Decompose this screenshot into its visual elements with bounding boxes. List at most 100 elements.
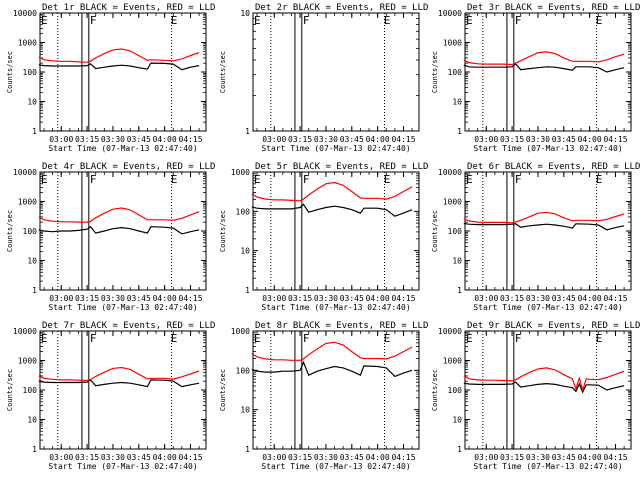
y-tick-label: 1000 xyxy=(231,168,250,177)
event-marker-label: F xyxy=(303,332,310,345)
lld-series-line xyxy=(38,207,200,223)
events-series-line xyxy=(38,379,200,388)
detector-panel: Det 9r BLACK = Events, RED = LLD 1 10 100 10… xyxy=(431,321,640,471)
x-tick-label: 03:00 xyxy=(262,294,286,303)
event-marker-label: E xyxy=(384,332,391,345)
y-tick-label: 10000 xyxy=(13,9,37,18)
detector-panel: Det 1r BLACK = Events, RED = LLD 1 10 100 10… xyxy=(6,3,215,153)
x-axis-label: Start Time (07-Mar-13 02:47:40) xyxy=(261,303,410,312)
panel-title: Det 4r BLACK = Events, RED = LLD xyxy=(42,162,215,172)
lld-series-line xyxy=(463,367,625,393)
y-tick-label: 1 xyxy=(32,286,37,295)
y-tick-label: 1 xyxy=(457,286,462,295)
y-tick-label: 10 xyxy=(452,98,462,107)
x-tick-label: 03:00 xyxy=(49,294,73,303)
x-tick-label: 04:00 xyxy=(366,453,390,462)
x-tick-label: 03:30 xyxy=(101,453,125,462)
y-tick-label: 1 xyxy=(245,445,250,454)
event-marker-label: E xyxy=(254,332,261,345)
y-tick-label: 100 xyxy=(448,68,463,77)
x-tick-label: 04:15 xyxy=(391,453,415,462)
y-tick-label: 1 xyxy=(245,127,250,136)
events-series-line xyxy=(38,225,200,235)
detector-panel: Det 2r BLACK = Events, RED = LLD 1 10 03:00… xyxy=(219,3,428,153)
y-tick-label: 1 xyxy=(457,445,462,454)
x-tick-label: 03:00 xyxy=(262,453,286,462)
lld-series-line xyxy=(251,181,413,202)
event-marker-label: E xyxy=(384,173,391,186)
x-tick-label: 03:15 xyxy=(288,135,312,144)
x-tick-label: 03:30 xyxy=(314,135,338,144)
event-marker-label: F xyxy=(515,332,522,345)
events-series-line xyxy=(463,381,625,394)
y-tick-label: 10 xyxy=(27,257,37,266)
y-tick-label: 1 xyxy=(32,127,37,136)
event-marker-label: E xyxy=(254,14,261,27)
x-tick-label: 04:00 xyxy=(366,135,390,144)
panel-title: Det 9r BLACK = Events, RED = LLD xyxy=(467,321,640,331)
event-marker-label: E xyxy=(466,14,473,27)
x-tick-label: 03:30 xyxy=(526,294,550,303)
x-tick-label: 03:00 xyxy=(474,135,498,144)
x-tick-label: 04:15 xyxy=(603,135,627,144)
x-tick-label: 04:15 xyxy=(178,453,202,462)
plot-frame xyxy=(252,12,420,132)
x-tick-label: 03:15 xyxy=(500,135,524,144)
lld-series-line xyxy=(38,48,200,63)
event-marker-label: E xyxy=(596,14,603,27)
x-tick-label: 03:45 xyxy=(340,294,364,303)
event-marker-label: E xyxy=(596,173,603,186)
y-tick-label: 10000 xyxy=(13,327,37,336)
x-tick-label: 04:00 xyxy=(578,294,602,303)
x-tick-label: 04:15 xyxy=(603,294,627,303)
x-tick-label: 03:30 xyxy=(314,294,338,303)
event-marker-label: E xyxy=(384,14,391,27)
x-tick-label: 03:45 xyxy=(127,453,151,462)
panel-title: Det 3r BLACK = Events, RED = LLD xyxy=(467,3,640,13)
y-tick-label: 10000 xyxy=(438,327,462,336)
y-tick-label: 1000 xyxy=(18,198,37,207)
panel-title: Det 2r BLACK = Events, RED = LLD xyxy=(255,3,428,13)
y-tick-label: 1000 xyxy=(443,39,462,48)
x-tick-label: 03:15 xyxy=(75,135,99,144)
x-tick-label: 03:00 xyxy=(474,294,498,303)
x-tick-label: 03:00 xyxy=(262,135,286,144)
detector-panel: Det 7r BLACK = Events, RED = LLD 1 10 100 10… xyxy=(6,321,215,471)
event-marker-label: E xyxy=(596,332,603,345)
x-tick-label: 03:45 xyxy=(552,453,576,462)
y-tick-label: 10000 xyxy=(438,168,462,177)
x-tick-label: 03:45 xyxy=(552,294,576,303)
x-tick-label: 03:15 xyxy=(288,453,312,462)
event-marker-label: E xyxy=(171,332,178,345)
x-axis-label: Start Time (07-Mar-13 02:47:40) xyxy=(473,303,622,312)
x-tick-label: 04:00 xyxy=(153,453,177,462)
events-series-line xyxy=(463,222,625,231)
y-tick-label: 10 xyxy=(240,9,250,18)
x-tick-label: 03:15 xyxy=(75,294,99,303)
events-series-line xyxy=(251,203,413,217)
event-marker-label: F xyxy=(90,173,97,186)
event-marker-label: E xyxy=(41,173,48,186)
x-tick-label: 03:30 xyxy=(526,453,550,462)
x-tick-label: 04:15 xyxy=(178,135,202,144)
y-tick-label: 100 xyxy=(23,386,38,395)
y-axis-label: Counts/sec xyxy=(431,369,439,411)
lld-series-line xyxy=(463,51,625,66)
x-axis-label: Start Time (07-Mar-13 02:47:40) xyxy=(48,462,197,471)
detector-panel: Det 3r BLACK = Events, RED = LLD 1 10 100 10… xyxy=(431,3,640,153)
y-axis-label: Counts/sec xyxy=(6,51,14,93)
y-tick-label: 1000 xyxy=(443,198,462,207)
x-tick-label: 03:15 xyxy=(288,294,312,303)
x-tick-label: 03:30 xyxy=(314,453,338,462)
x-tick-label: 04:15 xyxy=(603,453,627,462)
x-tick-label: 03:00 xyxy=(474,453,498,462)
y-tick-label: 100 xyxy=(448,227,463,236)
x-tick-label: 03:45 xyxy=(340,453,364,462)
event-marker-label: E xyxy=(171,14,178,27)
panel-title: Det 7r BLACK = Events, RED = LLD xyxy=(42,321,215,331)
x-tick-label: 03:00 xyxy=(49,135,73,144)
y-tick-label: 1000 xyxy=(18,39,37,48)
x-axis-label: Start Time (07-Mar-13 02:47:40) xyxy=(48,144,197,153)
y-tick-label: 1000 xyxy=(443,357,462,366)
